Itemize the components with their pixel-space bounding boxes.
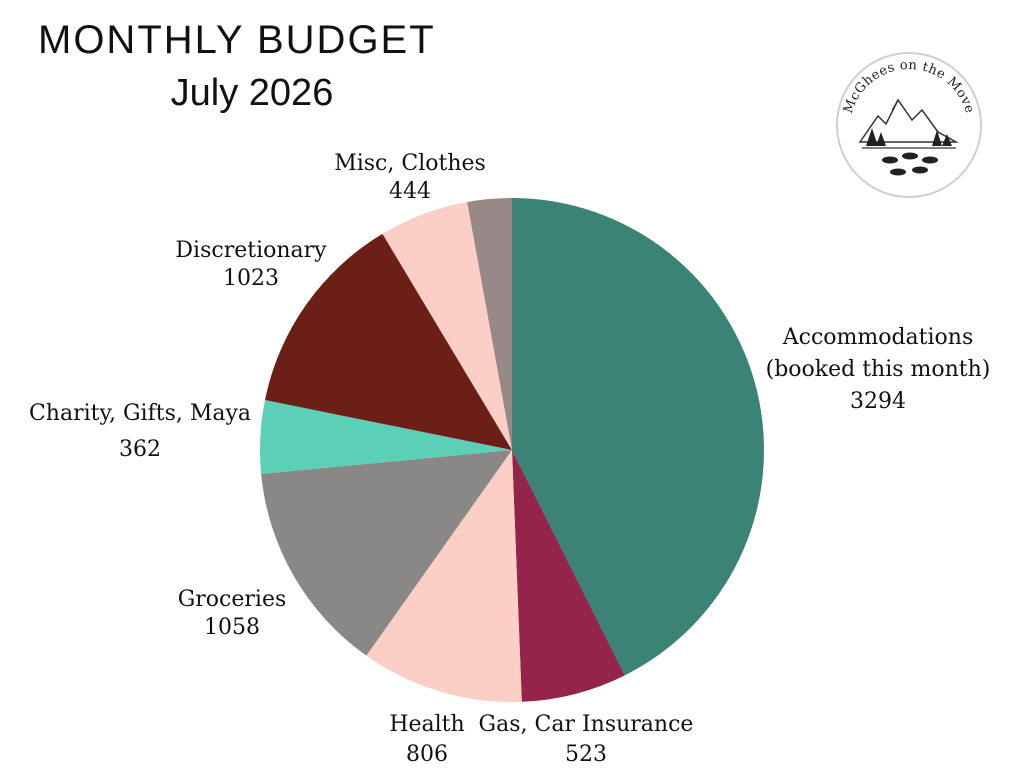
slice-value: 444 [389, 179, 431, 204]
slice-label-line: Misc, Clothes [334, 151, 486, 176]
slice-label-line: Accommodations [782, 325, 974, 350]
slice-label: Charity, Gifts, Maya 362 [29, 401, 251, 462]
pie-slice [512, 198, 764, 676]
slice-label-line: Health [389, 712, 464, 737]
slice-value: 3294 [850, 389, 906, 414]
slice-value: 362 [119, 437, 161, 462]
slice-value: 1058 [204, 615, 260, 640]
slice-value: 806 [406, 742, 448, 767]
pie-slice [467, 198, 512, 450]
pie-slice [261, 450, 512, 656]
slice-label-line: Charity, Gifts, Maya [29, 401, 251, 426]
slice-label-line: Groceries [178, 587, 287, 612]
slice-label: Groceries 1058 [178, 587, 287, 640]
slice-label-line: Discretionary [175, 238, 327, 263]
slice-label: Health 806 [389, 712, 464, 767]
pie-slice [366, 450, 522, 703]
slice-value: 1023 [223, 266, 279, 291]
chart-subtitle: July 2026 [170, 72, 334, 114]
slice-value: 523 [565, 742, 607, 767]
pie-slice [265, 233, 512, 450]
slice-label: Discretionary 1023 [175, 238, 327, 291]
chart-title: MONTHLY BUDGET [38, 18, 436, 62]
slice-label-line: (booked this month) [766, 357, 991, 382]
pie-slice [382, 202, 512, 450]
slice-label-line: Gas, Car Insurance [479, 712, 694, 737]
mountain-footprints-logo: McGhees on the Move [836, 52, 982, 198]
slice-label: Accommodations (booked this month) 3294 [766, 325, 991, 414]
pie-slice [260, 400, 512, 474]
slice-label: Gas, Car Insurance 523 [479, 712, 694, 767]
slice-label: Misc, Clothes 444 [334, 151, 486, 204]
pie-slice [512, 450, 625, 702]
